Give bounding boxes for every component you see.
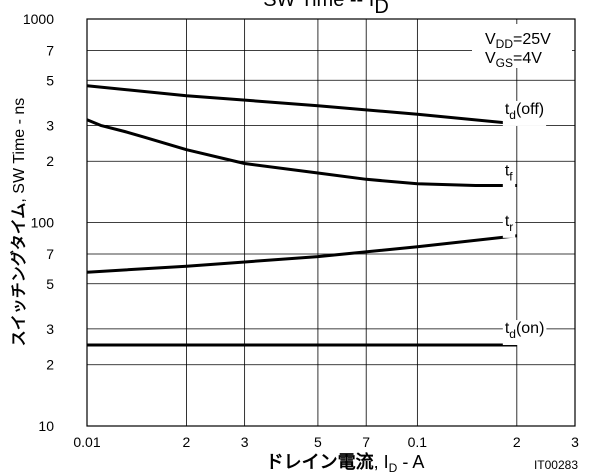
condition-vgs-subscript: GS [496, 56, 513, 70]
series-label-tf: tf [502, 162, 516, 188]
y-tick-label-10: 1000 [23, 11, 54, 27]
condition-vdd-symbol: V [485, 31, 496, 48]
y-tick-labels: 10 2 3 5 7 100 2 3 5 7 1000 [23, 11, 54, 434]
y-tick-label-8: 5 [46, 72, 54, 88]
series-label-tf-backdrop [502, 162, 516, 188]
series-label-tdoff-text: td(off) [505, 101, 544, 122]
series-label-tdon-text: td(on) [505, 320, 545, 341]
y-tick-label-6: 2 [46, 153, 54, 169]
grid [86, 18, 576, 427]
condition-vgs-value: =4V [513, 50, 542, 67]
y-tick-label-5: 100 [31, 215, 55, 231]
x-axis-title-jp: ドレイン電流 [266, 451, 374, 472]
series-line-tdoff [86, 84, 517, 126]
x-tick-label-6: 2 [513, 434, 521, 450]
series-label-tf-text: tf [505, 162, 513, 183]
y-tick-label-7: 3 [46, 117, 54, 133]
x-tick-label-3: 5 [314, 434, 322, 450]
x-axis-title-unit: - A [397, 452, 424, 472]
series-label-tdon-main: t [505, 320, 510, 337]
curves [86, 84, 517, 347]
x-tick-label-2: 3 [241, 434, 249, 450]
series-line-tr [86, 234, 517, 274]
condition-vdd-value: =25V [513, 31, 551, 48]
series-label-tdoff-tail: (off) [516, 101, 544, 118]
x-axis-title-symbol: I [384, 452, 389, 472]
series-label-tdoff-subscript: d [509, 108, 516, 122]
chart-title: SW Time -- ID [263, 0, 389, 18]
series-label-tf-subscript: f [509, 169, 513, 183]
y-axis-title-en: , SW Time - ns [11, 98, 28, 203]
y-axis-title: スイッチングタイム, SW Time - ns [9, 98, 28, 347]
series-label-tf-main: t [505, 162, 510, 179]
chart-title-subscript: D [374, 0, 388, 18]
series-label-tr-text: tr [505, 213, 513, 234]
series-label-tr-main: t [505, 213, 510, 230]
x-tick-labels: 0.01 2 3 5 7 0.1 2 3 [73, 434, 579, 450]
y-axis-title-jp: スイッチングタイム [9, 203, 28, 347]
y-tick-label-4: 7 [46, 246, 54, 262]
test-conditions: VDD=25V VGS=4V [472, 24, 572, 70]
y-tick-label-9: 7 [46, 43, 54, 59]
x-axis-title: ドレイン電流, ID - A [266, 451, 425, 472]
conditions-backdrop [472, 24, 572, 68]
condition-vgs-symbol: V [485, 50, 496, 67]
series-label-tdoff-main: t [505, 101, 510, 118]
condition-vgs: VGS=4V [485, 50, 542, 70]
x-tick-label-7: 3 [571, 434, 579, 450]
series-line-tf [86, 118, 517, 187]
series-label-tr: tr [502, 212, 516, 238]
condition-vdd-subscript: DD [496, 37, 514, 51]
x-axis-title-subscript: D [389, 461, 398, 472]
figure-id: IT00283 [534, 458, 578, 472]
series-label-tr-backdrop [502, 212, 516, 238]
series-label-tdon: td(on) [502, 320, 547, 346]
series-label-tdon-subscript: d [509, 327, 516, 341]
x-tick-label-1: 2 [183, 434, 191, 450]
x-tick-label-0: 0.01 [73, 434, 100, 450]
x-tick-label-5: 0.1 [408, 434, 428, 450]
y-tick-label-2: 3 [46, 321, 54, 337]
series-label-tdoff: td(off) [502, 100, 547, 126]
chart-title-main: SW Time -- I [263, 0, 374, 11]
y-tick-label-0: 10 [38, 418, 54, 434]
y-tick-label-3: 5 [46, 276, 54, 292]
plot-frame [86, 18, 576, 427]
series-label-tr-subscript: r [509, 220, 513, 234]
condition-vdd: VDD=25V [485, 31, 551, 51]
x-tick-label-4: 7 [362, 434, 370, 450]
y-tick-label-1: 2 [46, 357, 54, 373]
x-axis-title-separator: , [374, 452, 384, 472]
series-label-tdon-tail: (on) [516, 320, 544, 337]
series-label-tdon-backdrop [502, 320, 547, 346]
series-label-tdoff-backdrop [502, 100, 547, 126]
